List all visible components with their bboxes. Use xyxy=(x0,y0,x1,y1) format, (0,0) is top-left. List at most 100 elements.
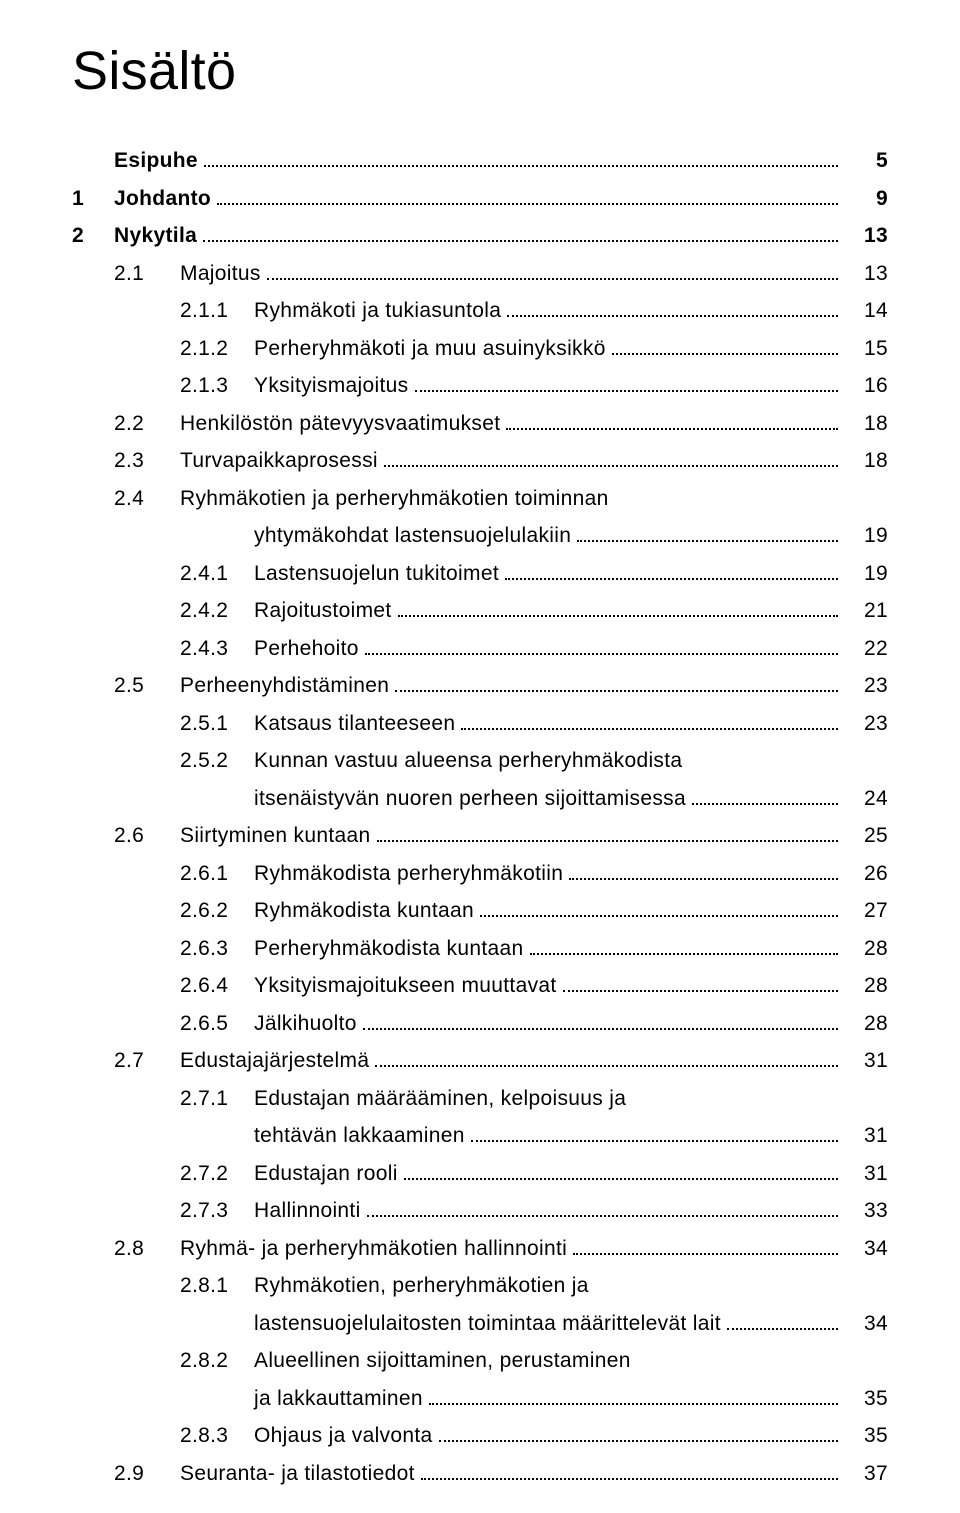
toc-page: 24 xyxy=(844,788,888,809)
toc-number: 2.6.2 xyxy=(180,900,254,921)
toc-label: Alueellinen sijoittaminen, perustaminen xyxy=(254,1350,631,1371)
toc-number: 2.5 xyxy=(114,675,180,696)
toc-leader xyxy=(506,417,838,430)
toc-row: 2.4.3Perhehoito22 xyxy=(72,638,888,659)
toc-page: 28 xyxy=(844,1013,888,1034)
toc-number: 2.5.1 xyxy=(180,713,254,734)
toc-leader xyxy=(367,1204,838,1217)
toc-page: 26 xyxy=(844,863,888,884)
toc-number: 2.1.3 xyxy=(180,375,254,396)
toc-leader xyxy=(377,829,838,842)
toc-leader xyxy=(204,154,838,167)
toc-row: 2.1.3Yksityismajoitus16 xyxy=(72,375,888,396)
toc-number: 2.4 xyxy=(114,488,180,509)
toc-label: Rajoitustoimet xyxy=(254,600,392,621)
toc-page: 9 xyxy=(844,188,888,209)
toc-leader xyxy=(384,454,838,467)
toc-label: Edustajajärjestelmä xyxy=(180,1050,369,1071)
toc-label: Perhehoito xyxy=(254,638,359,659)
toc-leader xyxy=(363,1017,838,1030)
toc-page: 13 xyxy=(844,225,888,246)
toc-number: 2.8.1 xyxy=(180,1275,254,1296)
toc-page: 19 xyxy=(844,525,888,546)
toc-row: 2.4Ryhmäkotien ja perheryhmäkotien toimi… xyxy=(72,488,888,509)
toc-row: 2.2Henkilöstön pätevyysvaatimukset18 xyxy=(72,413,888,434)
toc-row: 2.8.2Alueellinen sijoittaminen, perustam… xyxy=(72,1350,888,1371)
toc-row: 2.7.3Hallinnointi33 xyxy=(72,1200,888,1221)
toc-row: 2.1.2Perheryhmäkoti ja muu asuinyksikkö1… xyxy=(72,338,888,359)
toc-label: tehtävän lakkaaminen xyxy=(254,1125,465,1146)
toc-number: 2.6.4 xyxy=(180,975,254,996)
toc-row: 2.6Siirtyminen kuntaan25 xyxy=(72,825,888,846)
toc-leader xyxy=(573,1242,838,1255)
toc-label: ja lakkauttaminen xyxy=(254,1388,423,1409)
toc-row: 2.9Seuranta- ja tilastotiedot37 xyxy=(72,1463,888,1484)
toc-leader xyxy=(404,1167,838,1180)
toc-label: itsenäistyvän nuoren perheen sijoittamis… xyxy=(254,788,686,809)
toc-leader xyxy=(577,529,838,542)
toc-row: 2.6.2Ryhmäkodista kuntaan27 xyxy=(72,900,888,921)
toc-row: 2.8.1Ryhmäkotien, perheryhmäkotien ja xyxy=(72,1275,888,1296)
toc-row: 2.7.1Edustajan määrääminen, kelpoisuus j… xyxy=(72,1088,888,1109)
toc-leader xyxy=(471,1129,838,1142)
toc-leader xyxy=(429,1392,838,1405)
toc-row: 2.8.3Ohjaus ja valvonta35 xyxy=(72,1425,888,1446)
toc-row: lastensuojelulaitosten toimintaa määritt… xyxy=(72,1313,888,1334)
toc-row: 2.4.1Lastensuojelun tukitoimet19 xyxy=(72,563,888,584)
toc-row: 1Johdanto9 xyxy=(72,188,888,209)
toc-row: 2.1Majoitus13 xyxy=(72,263,888,284)
toc-label: Nykytila xyxy=(114,225,197,246)
toc-number: 2.7.3 xyxy=(180,1200,254,1221)
toc-page: 14 xyxy=(844,300,888,321)
toc-label: Yksityismajoitus xyxy=(254,375,409,396)
toc-label: Edustajan rooli xyxy=(254,1163,398,1184)
toc-label: Ryhmäkoti ja tukiasuntola xyxy=(254,300,501,321)
toc-number: 2.6.5 xyxy=(180,1013,254,1034)
toc-row: 2.6.3Perheryhmäkodista kuntaan28 xyxy=(72,938,888,959)
toc-number: 2.7.1 xyxy=(180,1088,254,1109)
toc-row: tehtävän lakkaaminen31 xyxy=(72,1125,888,1146)
toc-label: Henkilöstön pätevyysvaatimukset xyxy=(180,413,500,434)
toc-number: 2.3 xyxy=(114,450,180,471)
toc-row: 2.7Edustajajärjestelmä31 xyxy=(72,1050,888,1071)
toc-label: Jälkihuolto xyxy=(254,1013,357,1034)
toc-leader xyxy=(267,267,838,280)
toc-number: 2.6.1 xyxy=(180,863,254,884)
toc-page: 35 xyxy=(844,1425,888,1446)
toc-page: 21 xyxy=(844,600,888,621)
toc-page: 18 xyxy=(844,413,888,434)
toc-label: Katsaus tilanteeseen xyxy=(254,713,455,734)
toc-row: 2.6.4Yksityismajoitukseen muuttavat28 xyxy=(72,975,888,996)
toc-leader xyxy=(505,567,838,580)
toc-label: Edustajan määrääminen, kelpoisuus ja xyxy=(254,1088,626,1109)
toc-label: Perheryhmäkoti ja muu asuinyksikkö xyxy=(254,338,606,359)
toc-leader xyxy=(217,192,838,205)
toc-page: 19 xyxy=(844,563,888,584)
toc-number: 2.8.2 xyxy=(180,1350,254,1371)
toc-number: 2.4.1 xyxy=(180,563,254,584)
toc-label: Perheenyhdistäminen xyxy=(180,675,389,696)
toc-page: 34 xyxy=(844,1313,888,1334)
toc-row: 2.1.1Ryhmäkoti ja tukiasuntola14 xyxy=(72,300,888,321)
toc-row: 2Nykytila13 xyxy=(72,225,888,246)
toc-page: 5 xyxy=(844,150,888,171)
toc-page: 18 xyxy=(844,450,888,471)
page-title: Sisältö xyxy=(72,40,888,102)
toc-label: lastensuojelulaitosten toimintaa määritt… xyxy=(254,1313,721,1334)
toc-leader xyxy=(398,604,838,617)
toc-page: 34 xyxy=(844,1238,888,1259)
toc-row: 2.7.2Edustajan rooli31 xyxy=(72,1163,888,1184)
toc-number: 2.4.2 xyxy=(180,600,254,621)
toc-leader xyxy=(569,867,838,880)
toc-label: Siirtyminen kuntaan xyxy=(180,825,371,846)
toc-row: 2.6.1Ryhmäkodista perheryhmäkotiin 26 xyxy=(72,863,888,884)
toc-row: itsenäistyvän nuoren perheen sijoittamis… xyxy=(72,788,888,809)
toc-number: 1 xyxy=(72,188,114,209)
toc-page: 23 xyxy=(844,675,888,696)
toc-label: Ryhmä- ja perheryhmäkotien hallinnointi xyxy=(180,1238,567,1259)
toc-page: 13 xyxy=(844,263,888,284)
toc-label: Ryhmäkodista perheryhmäkotiin xyxy=(254,863,563,884)
toc-label: Majoitus xyxy=(180,263,261,284)
toc-label: Yksityismajoitukseen muuttavat xyxy=(254,975,557,996)
toc-leader xyxy=(530,942,839,955)
